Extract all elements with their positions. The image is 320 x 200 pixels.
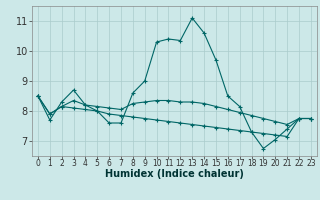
X-axis label: Humidex (Indice chaleur): Humidex (Indice chaleur): [105, 169, 244, 179]
